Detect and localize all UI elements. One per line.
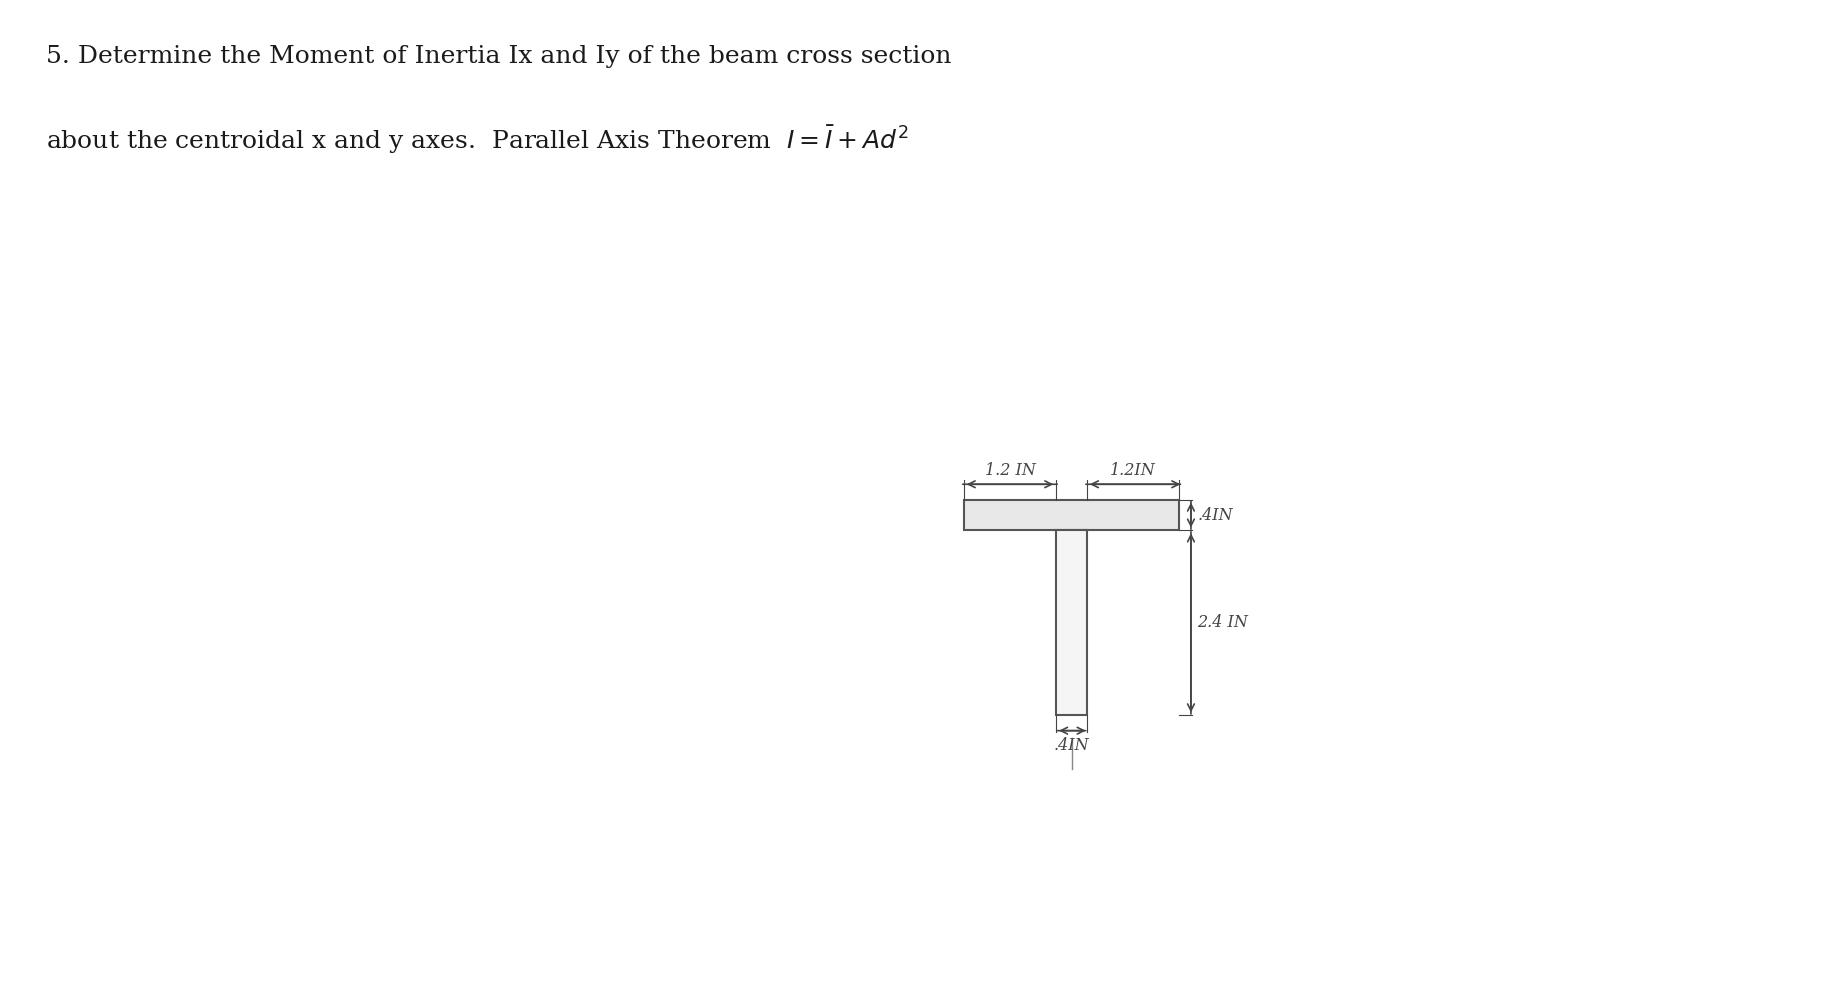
Text: 2.4 IN: 2.4 IN <box>1197 614 1248 631</box>
Bar <box>1057 531 1088 716</box>
Text: 1.2 IN: 1.2 IN <box>984 462 1035 479</box>
Text: .4IN: .4IN <box>1197 507 1233 524</box>
Bar <box>964 500 1179 531</box>
Text: .4IN: .4IN <box>1053 737 1090 753</box>
Text: about the centroidal x and y axes.  Parallel Axis Theorem  $I = \bar{I} + Ad^2$: about the centroidal x and y axes. Paral… <box>46 124 909 156</box>
Text: 5. Determine the Moment of Inertia Ix and Iy of the beam cross section: 5. Determine the Moment of Inertia Ix an… <box>46 45 951 68</box>
Text: 1.2IN: 1.2IN <box>1110 462 1157 479</box>
